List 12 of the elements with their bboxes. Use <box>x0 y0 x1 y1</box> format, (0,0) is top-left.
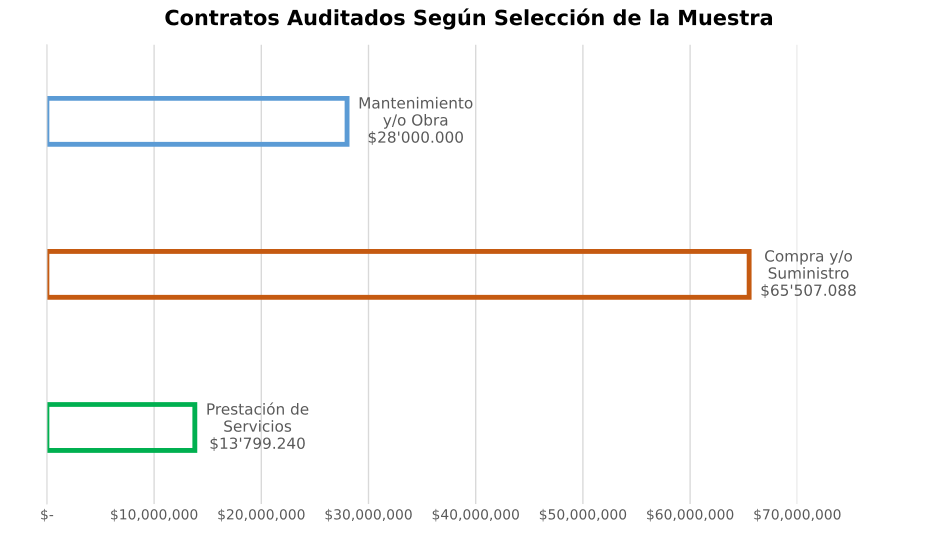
x-tick-label: $20,000,000 <box>218 508 305 522</box>
x-tick-label: $70,000,000 <box>754 508 841 522</box>
x-tick-label: $40,000,000 <box>432 508 519 522</box>
x-tick-label: $30,000,000 <box>325 508 412 522</box>
x-tick-label: $10,000,000 <box>111 508 198 522</box>
data-label: Mantenimiento y/o Obra $28'000.000 <box>360 96 472 145</box>
data-label: Prestación de Servicios $13'799.240 <box>207 402 308 452</box>
x-tick-label: $50,000,000 <box>540 508 626 522</box>
data-label: Compra y/o Suministro $65'507.088 <box>762 250 856 298</box>
x-tick-label: $60,000,000 <box>647 508 734 522</box>
x-tick-label: $- <box>41 508 54 522</box>
chart-title: Contratos Auditados Según Selección de la Muestra <box>165 8 772 30</box>
